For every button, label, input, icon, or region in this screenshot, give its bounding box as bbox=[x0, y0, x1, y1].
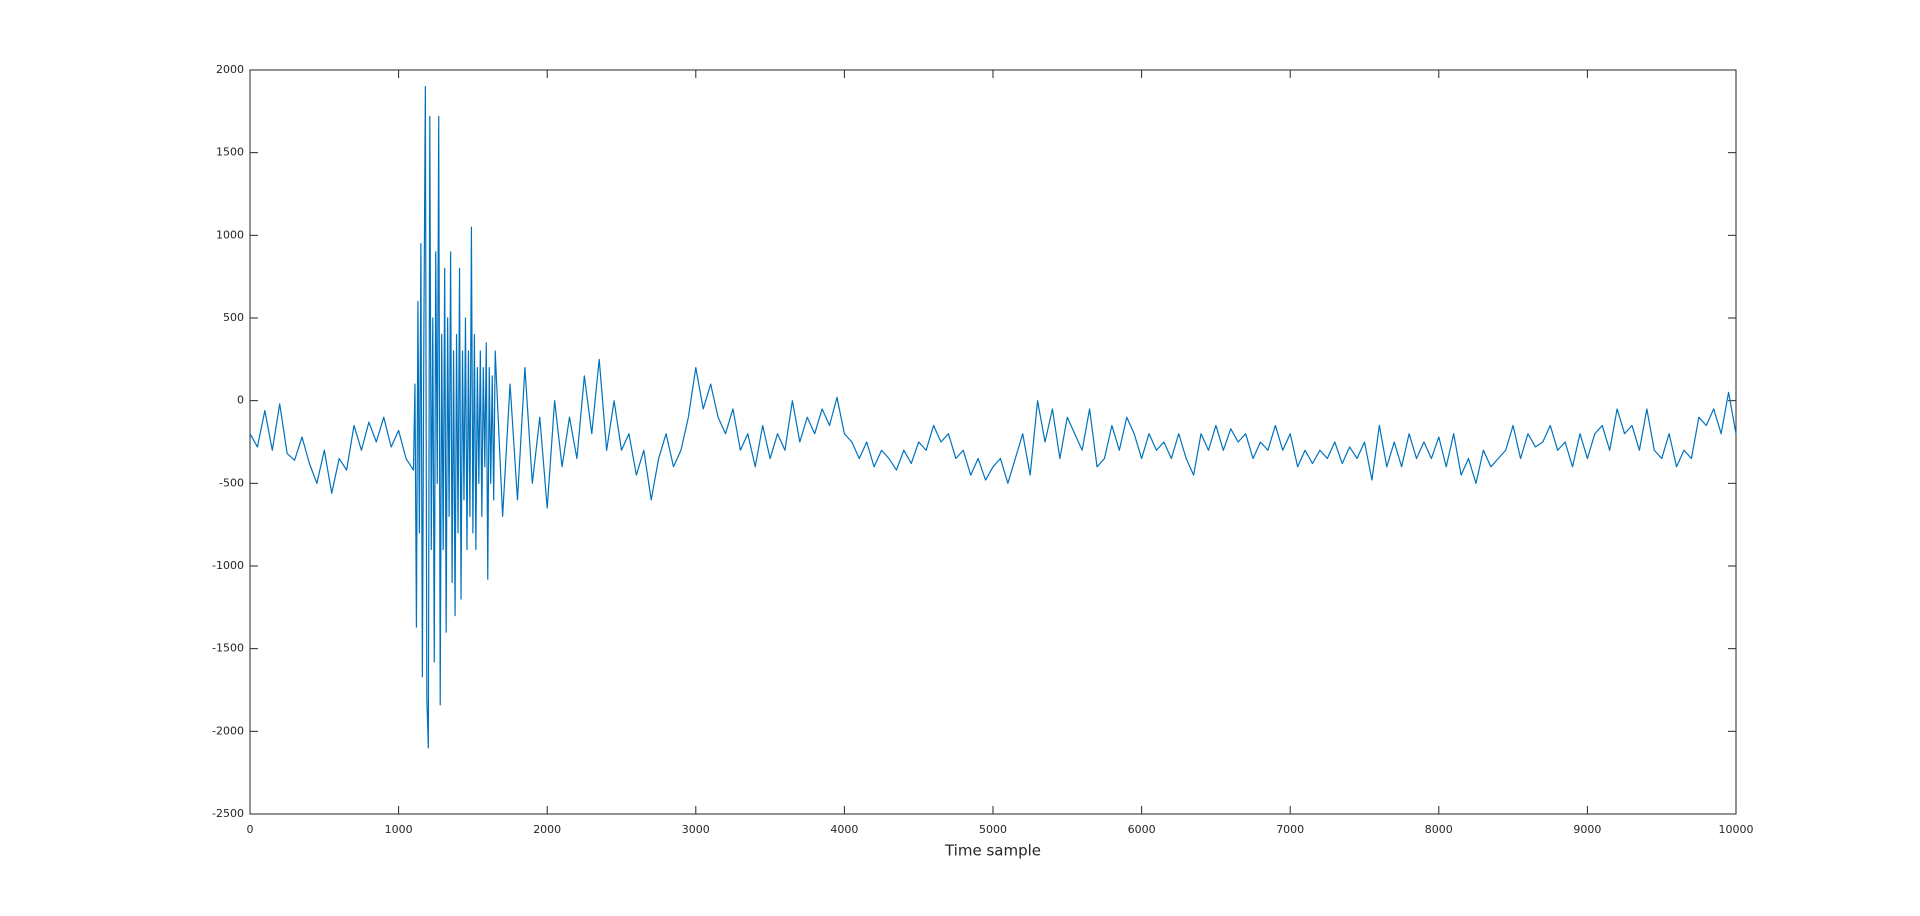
y-tick-label: -1500 bbox=[212, 642, 244, 655]
x-axis-label: Time sample bbox=[944, 842, 1041, 860]
x-tick-label: 7000 bbox=[1276, 823, 1304, 836]
y-tick-label: 500 bbox=[223, 311, 244, 324]
y-tick-label: 1500 bbox=[216, 146, 244, 159]
y-tick-label: -2000 bbox=[212, 724, 244, 737]
axes-box bbox=[249, 69, 1737, 815]
x-tick-label: 3000 bbox=[682, 823, 710, 836]
y-tick-label: 2000 bbox=[216, 63, 244, 76]
signal-line bbox=[249, 85, 1737, 749]
x-tick-label: 10000 bbox=[1719, 823, 1754, 836]
x-tick-label: 4000 bbox=[830, 823, 858, 836]
x-tick-label: 0 bbox=[247, 823, 254, 836]
y-tick-label: -2500 bbox=[212, 807, 244, 820]
y-tick-label: 0 bbox=[237, 394, 244, 407]
x-tick-label: 6000 bbox=[1128, 823, 1156, 836]
x-tick-label: 8000 bbox=[1425, 823, 1453, 836]
y-tick-label: 1000 bbox=[216, 228, 244, 241]
x-tick-label: 5000 bbox=[979, 823, 1007, 836]
x-tick-label: 2000 bbox=[533, 823, 561, 836]
x-tick-label: 9000 bbox=[1573, 823, 1601, 836]
y-tick-label: -1000 bbox=[212, 559, 244, 572]
x-tick-label: 1000 bbox=[385, 823, 413, 836]
y-tick-label: -500 bbox=[219, 476, 244, 489]
